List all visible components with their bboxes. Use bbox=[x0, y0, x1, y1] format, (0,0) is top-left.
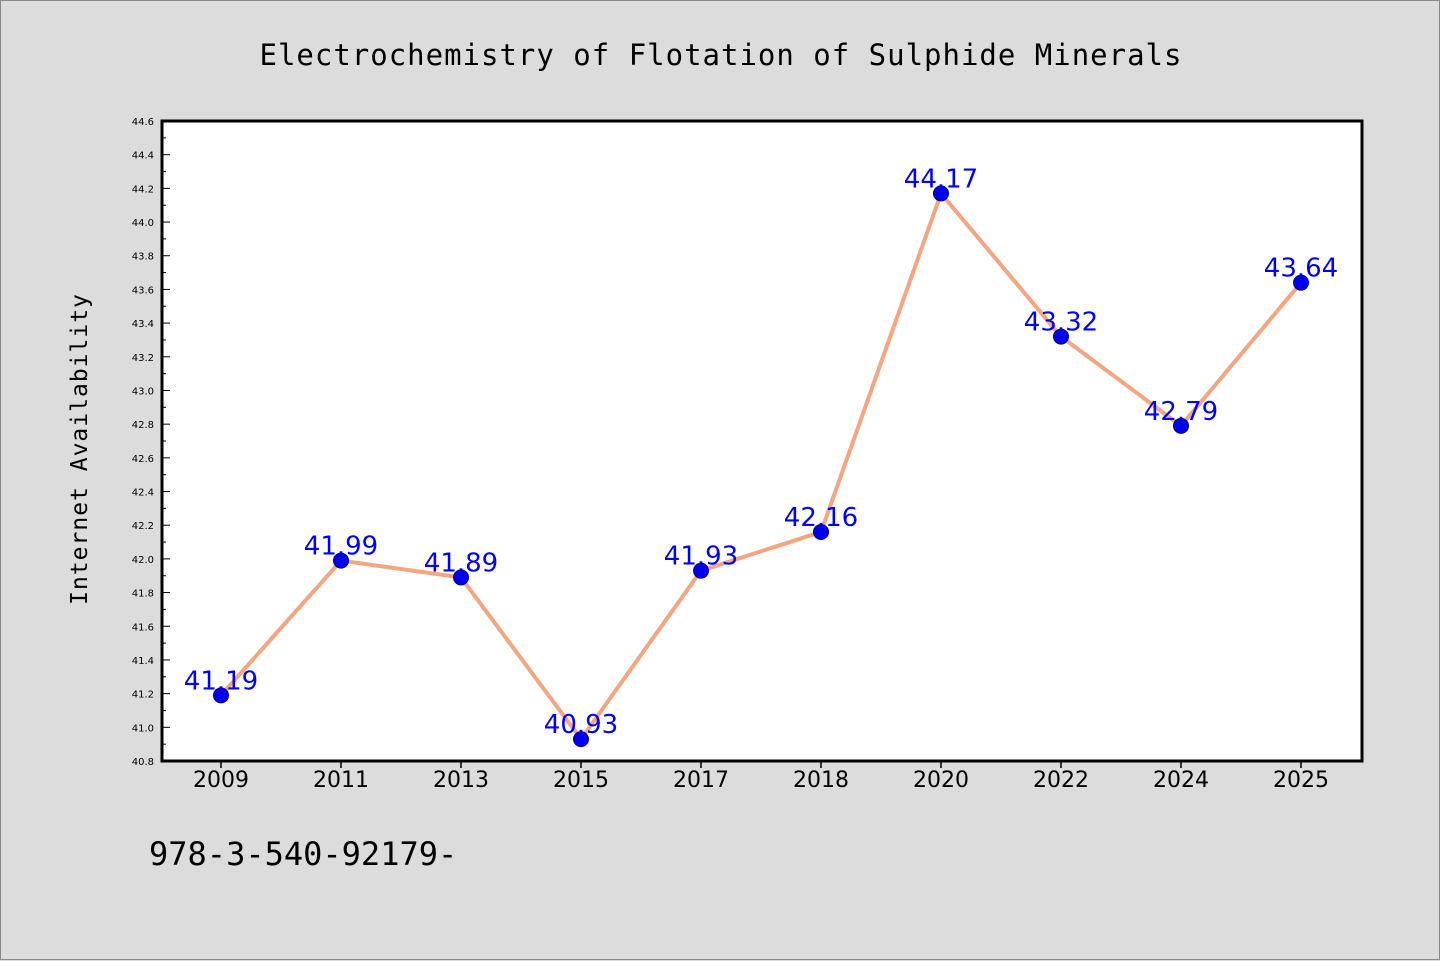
data-label: 41.89 bbox=[424, 548, 498, 578]
series-line bbox=[219, 191, 1303, 742]
chart-title: Electrochemistry of Flotation of Sulphid… bbox=[260, 38, 1183, 72]
data-label: 41.93 bbox=[664, 542, 738, 572]
y-tick-label: 41.8 bbox=[132, 589, 154, 600]
data-label: 43.32 bbox=[1024, 308, 1098, 338]
y-tick-label: 43.4 bbox=[132, 319, 154, 330]
y-tick-label: 43.2 bbox=[132, 353, 154, 364]
y-tick-label: 41.2 bbox=[132, 690, 154, 701]
y-axis-label: Internet Availability bbox=[67, 293, 93, 605]
data-label: 41.99 bbox=[304, 532, 378, 562]
data-point bbox=[1173, 417, 1189, 434]
y-tick-label: 42.4 bbox=[132, 488, 154, 499]
y-tick-label: 44.2 bbox=[132, 184, 154, 195]
data-point bbox=[573, 731, 589, 748]
x-tick-label: 2018 bbox=[793, 768, 849, 793]
y-tick-label: 44.6 bbox=[132, 117, 154, 128]
x-tick-label: 2009 bbox=[193, 768, 249, 793]
footer-text: 978-3-540-92179- bbox=[149, 835, 457, 873]
y-tick-label: 41.6 bbox=[132, 622, 154, 633]
x-axis-ticks: 2009 2011 2013 2015 2017 2018 2020 2022 2024 2025 bbox=[193, 761, 1329, 793]
y-axis-ticks: 40.8 41.0 41.2 41.4 41.6 41.8 42.0 42.2 42.4 42.6… bbox=[132, 117, 170, 768]
data-point bbox=[693, 562, 709, 579]
plot-area bbox=[162, 121, 1362, 761]
data-label: 40.93 bbox=[544, 710, 618, 740]
data-point bbox=[213, 687, 229, 704]
y-tick-label: 43.8 bbox=[132, 252, 154, 263]
data-label: 41.19 bbox=[184, 666, 258, 696]
series-layer: 41.19 41.99 41.89 40.93 41.93 42.16 44.17 43.32… bbox=[184, 164, 1338, 748]
x-tick-label: 2022 bbox=[1033, 768, 1089, 793]
x-tick-label: 2025 bbox=[1273, 768, 1329, 793]
y-tick-label: 43.0 bbox=[132, 386, 154, 397]
y-tick-label: 42.2 bbox=[132, 521, 154, 532]
x-tick-label: 2013 bbox=[433, 768, 489, 793]
data-label: 43.64 bbox=[1264, 254, 1338, 284]
y-tick-label: 44.0 bbox=[132, 218, 154, 229]
y-tick-label: 44.4 bbox=[132, 151, 154, 162]
data-point bbox=[1293, 274, 1309, 291]
data-label: 42.79 bbox=[1144, 397, 1218, 427]
x-tick-label: 2011 bbox=[313, 768, 369, 793]
data-point bbox=[453, 569, 469, 586]
x-tick-label: 2020 bbox=[913, 768, 969, 793]
data-point bbox=[333, 552, 349, 569]
y-tick-label: 41.4 bbox=[132, 656, 154, 667]
x-tick-label: 2015 bbox=[553, 768, 609, 793]
data-point bbox=[813, 523, 829, 540]
x-tick-label: 2017 bbox=[673, 768, 729, 793]
y-tick-label: 42.6 bbox=[132, 454, 154, 465]
y-tick-label: 40.8 bbox=[132, 757, 154, 768]
plot-frame bbox=[160, 119, 1364, 763]
data-point bbox=[1053, 328, 1069, 345]
data-label: 44.17 bbox=[904, 164, 978, 194]
data-label: 42.16 bbox=[784, 503, 858, 533]
x-tick-label: 2024 bbox=[1153, 768, 1209, 793]
data-point bbox=[933, 185, 949, 202]
y-tick-label: 42.0 bbox=[132, 555, 154, 566]
y-tick-label: 43.6 bbox=[132, 285, 154, 296]
y-tick-label: 42.8 bbox=[132, 420, 154, 431]
y-tick-label: 41.0 bbox=[132, 723, 154, 734]
